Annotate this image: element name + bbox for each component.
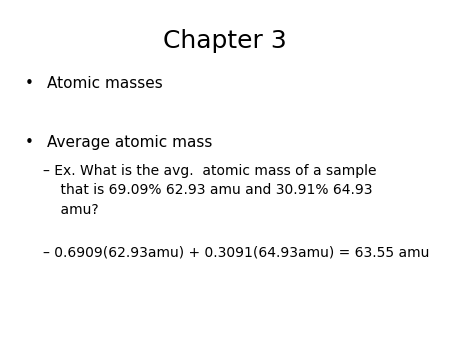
Text: – Ex. What is the avg.  atomic mass of a sample
    that is 69.09% 62.93 amu and: – Ex. What is the avg. atomic mass of a … [43,164,376,217]
Text: •: • [25,76,34,91]
Text: Chapter 3: Chapter 3 [163,29,287,53]
Text: Average atomic mass: Average atomic mass [47,135,212,150]
Text: Atomic masses: Atomic masses [47,76,163,91]
Text: – 0.6909(62.93amu) + 0.3091(64.93amu) = 63.55 amu: – 0.6909(62.93amu) + 0.3091(64.93amu) = … [43,245,429,259]
Text: •: • [25,135,34,150]
